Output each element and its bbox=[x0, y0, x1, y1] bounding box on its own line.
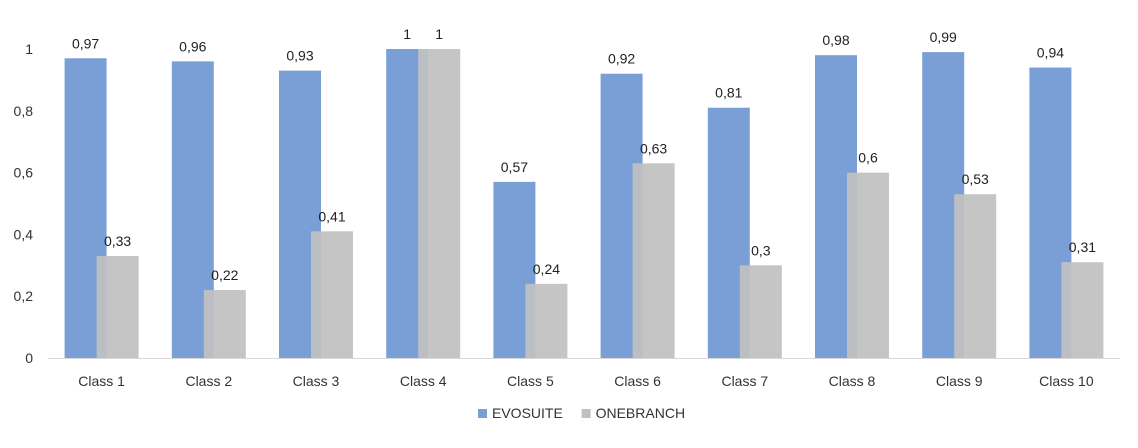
bar-onebranch-9 bbox=[954, 194, 997, 358]
y-axis: 0 0,2 0,4 0,6 0,8 1 bbox=[14, 41, 34, 366]
data-label: 0,81 bbox=[715, 85, 742, 101]
y-tick-label: 1 bbox=[25, 41, 33, 57]
data-label: 1 bbox=[403, 26, 411, 42]
x-tick-label: Class 3 bbox=[293, 373, 340, 389]
bar-onebranch-6 bbox=[632, 163, 675, 358]
x-tick-label: Class 6 bbox=[614, 373, 661, 389]
bars bbox=[64, 49, 1104, 359]
data-label: 0,53 bbox=[962, 171, 989, 187]
legend-label-evosuite: EVOSUITE bbox=[492, 405, 563, 421]
bar-onebranch-8 bbox=[847, 172, 889, 358]
data-label: 1 bbox=[435, 26, 443, 42]
data-label: 0,92 bbox=[608, 51, 635, 67]
bar-onebranch-2 bbox=[203, 290, 246, 358]
data-labels: 0,97 0,33 0,96 0,22 0,93 0,41 1 1 0,57 0,24 0,92 0,… bbox=[72, 26, 1096, 283]
data-label: 0,98 bbox=[822, 32, 849, 48]
legend-swatch-onebranch bbox=[581, 409, 591, 418]
y-tick-label: 0,6 bbox=[14, 165, 34, 181]
data-label: 0,63 bbox=[640, 140, 667, 156]
x-tick-label: Class 7 bbox=[721, 373, 768, 389]
bar-onebranch-3 bbox=[311, 231, 353, 358]
data-label: 0,41 bbox=[318, 208, 345, 224]
x-tick-label: Class 8 bbox=[829, 373, 876, 389]
x-tick-label: Class 9 bbox=[936, 373, 983, 389]
x-tick-label: Class 4 bbox=[400, 373, 447, 389]
x-tick-label: Class 10 bbox=[1039, 373, 1094, 389]
x-tick-label: Class 1 bbox=[78, 373, 125, 389]
y-tick-label: 0,4 bbox=[14, 226, 34, 242]
bar-onebranch-4 bbox=[418, 49, 461, 358]
data-label: 0,6 bbox=[858, 150, 878, 166]
y-tick-label: 0,8 bbox=[14, 103, 34, 119]
data-label: 0,57 bbox=[501, 159, 528, 175]
legend-swatch-evosuite bbox=[478, 409, 487, 418]
data-label: 0,94 bbox=[1037, 45, 1064, 61]
data-label: 0,31 bbox=[1069, 239, 1096, 255]
data-label: 0,22 bbox=[211, 267, 238, 283]
data-label: 0,24 bbox=[533, 261, 560, 277]
legend: EVOSUITE ONEBRANCH bbox=[478, 405, 685, 421]
y-tick-label: 0 bbox=[25, 350, 33, 366]
data-label: 0,96 bbox=[179, 38, 206, 54]
x-tick-label: Class 5 bbox=[507, 373, 554, 389]
y-tick-label: 0,2 bbox=[14, 288, 34, 304]
x-tick-label: Class 2 bbox=[185, 373, 232, 389]
data-label: 0,33 bbox=[104, 233, 131, 249]
bar-onebranch-10 bbox=[1061, 262, 1104, 358]
bar-onebranch-7 bbox=[739, 265, 782, 358]
legend-label-onebranch: ONEBRANCH bbox=[596, 405, 685, 421]
x-axis: Class 1 Class 2 Class 3 Class 4 Class 5 Class… bbox=[48, 358, 1120, 389]
data-label: 0,97 bbox=[72, 35, 99, 51]
data-label: 0,99 bbox=[930, 29, 957, 45]
bar-onebranch-5 bbox=[525, 283, 568, 358]
bar-onebranch-1 bbox=[96, 256, 139, 358]
data-label: 0,93 bbox=[286, 48, 313, 64]
data-label: 0,3 bbox=[751, 242, 771, 258]
